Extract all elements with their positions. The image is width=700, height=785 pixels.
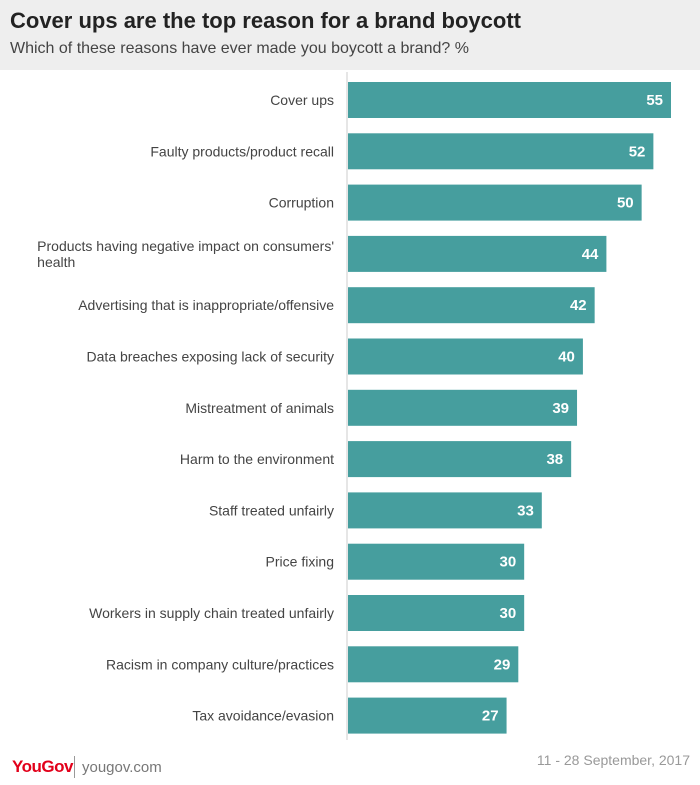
data-label: 33 <box>517 502 534 519</box>
category-label: Faulty products/product recall <box>150 143 334 159</box>
category-label: Cover ups <box>270 92 334 108</box>
footer-site: yougov.com <box>82 759 162 776</box>
category-label: Data breaches exposing lack of security <box>87 349 334 365</box>
data-label: 30 <box>499 605 516 622</box>
category-label: Staff treated unfairly <box>209 502 334 518</box>
category-label: Products having negative impact on consu… <box>37 238 334 270</box>
chart-subtitle: Which of these reasons have ever made yo… <box>10 40 469 57</box>
bar <box>348 492 542 529</box>
data-label: 27 <box>482 708 499 725</box>
bar <box>348 184 642 221</box>
data-label: 42 <box>570 297 587 314</box>
bar <box>348 646 519 683</box>
data-label: 50 <box>617 195 634 212</box>
category-label: Advertising that is inappropriate/offens… <box>78 297 334 313</box>
data-label: 39 <box>552 400 569 417</box>
data-label: 55 <box>646 92 663 109</box>
bar <box>348 441 572 478</box>
chart-title: Cover ups are the top reason for a brand… <box>10 8 521 33</box>
category-label: Harm to the environment <box>180 451 334 467</box>
bar <box>348 595 525 631</box>
category-label: Mistreatment of animals <box>185 400 334 416</box>
header: Cover ups are the top reason for a brand… <box>0 0 700 70</box>
bar <box>348 697 507 734</box>
category-label: Price fixing <box>266 554 334 570</box>
category-label: Tax avoidance/evasion <box>192 708 334 724</box>
category-label: Corruption <box>269 195 334 211</box>
bar <box>348 543 525 580</box>
bar <box>348 338 583 375</box>
data-label: 38 <box>546 451 563 468</box>
footer-divider <box>74 756 75 778</box>
yougov-logo: YouGov <box>12 757 73 776</box>
data-label: 40 <box>558 349 575 366</box>
data-label: 52 <box>629 143 646 160</box>
bar <box>348 287 595 324</box>
bar <box>348 389 578 426</box>
category-label: Workers in supply chain treated unfairly <box>89 605 334 621</box>
bar <box>348 82 671 118</box>
category-label: Racism in company culture/practices <box>106 656 334 672</box>
bar-chart: 55 Cover ups 52 Faulty products/product rec… <box>37 72 671 740</box>
bar <box>348 133 654 170</box>
data-label: 29 <box>494 656 511 673</box>
survey-date: 11 - 28 September, 2017 <box>536 752 690 768</box>
data-label: 44 <box>582 246 599 263</box>
bar <box>348 235 607 272</box>
data-label: 30 <box>499 554 516 571</box>
